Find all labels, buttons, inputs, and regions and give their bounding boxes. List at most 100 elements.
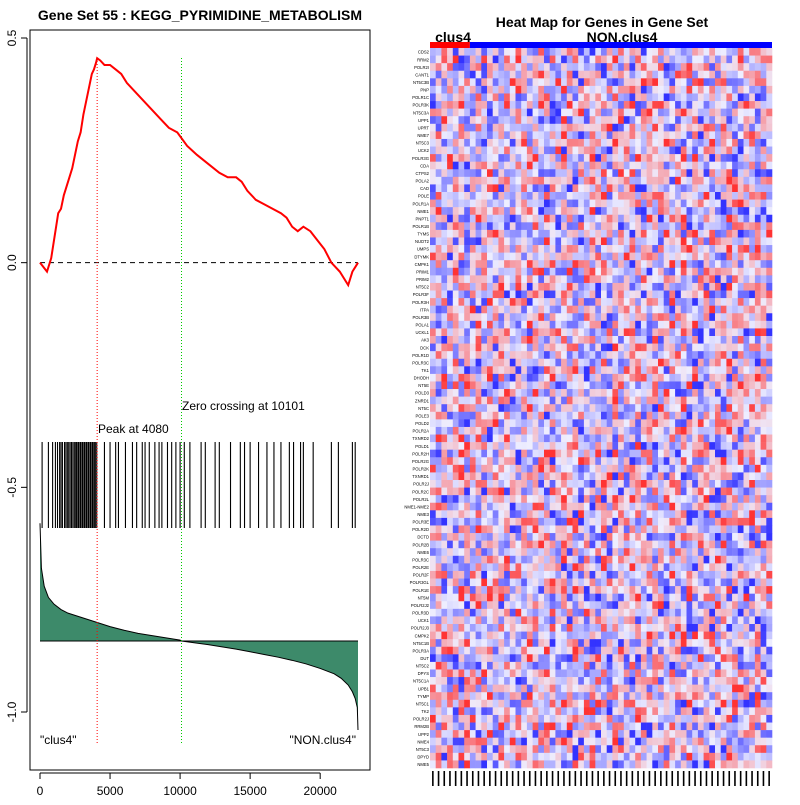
heatmap-cell xyxy=(487,556,493,564)
heatmap-cell xyxy=(510,116,516,124)
heatmap-cell xyxy=(567,93,573,101)
heatmap-cell xyxy=(441,662,447,670)
heatmap-cell xyxy=(493,260,499,268)
heatmap-cell xyxy=(635,291,641,299)
heatmap-cell xyxy=(567,374,573,382)
heatmap-cell xyxy=(687,313,693,321)
heatmap-cell xyxy=(755,124,761,132)
heatmap-cell xyxy=(704,571,710,579)
heatmap-cell xyxy=(561,306,567,314)
heatmap-cell xyxy=(618,404,624,412)
heatmap-cell xyxy=(749,215,755,223)
heatmap-cell xyxy=(709,56,715,64)
heatmap-cell xyxy=(493,147,499,155)
heatmap-cell xyxy=(692,200,698,208)
heatmap-cell xyxy=(641,275,647,283)
heatmap-cell xyxy=(470,222,476,230)
heatmap-cell xyxy=(709,101,715,109)
heatmap-cell xyxy=(544,124,550,132)
heatmap-cell xyxy=(476,253,482,261)
heatmap-cell xyxy=(761,291,767,299)
heatmap-cell xyxy=(470,374,476,382)
heatmap-cell xyxy=(675,412,681,420)
heatmap-cell xyxy=(618,624,624,632)
heatmap-cell xyxy=(601,397,607,405)
heatmap-cell xyxy=(647,624,653,632)
heatmap-cell xyxy=(704,283,710,291)
heatmap-cell xyxy=(476,222,482,230)
heatmap-cell xyxy=(481,639,487,647)
heatmap-cell xyxy=(732,563,738,571)
heatmap-cell xyxy=(624,328,630,336)
heatmap-cell xyxy=(715,222,721,230)
heatmap-cell xyxy=(555,624,561,632)
heatmap-cell xyxy=(749,147,755,155)
heatmap-cell xyxy=(664,609,670,617)
heatmap-cell xyxy=(687,412,693,420)
heatmap-cell xyxy=(766,624,772,632)
heatmap-cell xyxy=(692,63,698,71)
heatmap-cell xyxy=(584,533,590,541)
heatmap-cell xyxy=(738,556,744,564)
heatmap-cell xyxy=(687,457,693,465)
heatmap-cell xyxy=(669,351,675,359)
heatmap-cell xyxy=(578,275,584,283)
heatmap-cell xyxy=(687,215,693,223)
heatmap-cell xyxy=(527,260,533,268)
heatmap-cell xyxy=(544,48,550,56)
heatmap-cell xyxy=(641,601,647,609)
heatmap-cell xyxy=(584,93,590,101)
heatmap-cell xyxy=(527,594,533,602)
heatmap-cell xyxy=(441,563,447,571)
heatmap-cell xyxy=(516,321,522,329)
heatmap-cell xyxy=(669,518,675,526)
heatmap-cell xyxy=(464,283,470,291)
heatmap-cell xyxy=(590,518,596,526)
heatmap-cell xyxy=(630,351,636,359)
heatmap-cell xyxy=(584,412,590,420)
heatmap-cell xyxy=(675,139,681,147)
heatmap-cell xyxy=(476,518,482,526)
heatmap-cell xyxy=(464,184,470,192)
heatmap-cell xyxy=(476,450,482,458)
heatmap-cell xyxy=(447,579,453,587)
heatmap-cell xyxy=(584,503,590,511)
heatmap-cell xyxy=(715,71,721,79)
heatmap-cell xyxy=(658,586,664,594)
heatmap-cell xyxy=(738,374,744,382)
heatmap-cell xyxy=(510,291,516,299)
heatmap-cell xyxy=(590,624,596,632)
heatmap-cell xyxy=(726,639,732,647)
heatmap-cell xyxy=(447,139,453,147)
heatmap-cell xyxy=(761,480,767,488)
heatmap-cell xyxy=(555,169,561,177)
heatmap-cell xyxy=(550,147,556,155)
heatmap-cell xyxy=(521,412,527,420)
heatmap-cell xyxy=(630,457,636,465)
heatmap-cell xyxy=(669,291,675,299)
heatmap-cell xyxy=(487,169,493,177)
heatmap-cell xyxy=(709,374,715,382)
heatmap-cell xyxy=(618,381,624,389)
heatmap-cell xyxy=(709,328,715,336)
heatmap-cell xyxy=(493,571,499,579)
heatmap-cell xyxy=(675,571,681,579)
heatmap-cell xyxy=(652,328,658,336)
heatmap-cell xyxy=(470,472,476,480)
heatmap-cell xyxy=(516,131,522,139)
heatmap-cell xyxy=(744,298,750,306)
heatmap-cell xyxy=(555,359,561,367)
heatmap-cell xyxy=(521,207,527,215)
heatmap-cell xyxy=(664,268,670,276)
heatmap-cell xyxy=(516,427,522,435)
heatmap-cell xyxy=(624,389,630,397)
heatmap-cell xyxy=(766,93,772,101)
heatmap-cell xyxy=(721,93,727,101)
heatmap-cell xyxy=(441,139,447,147)
heatmap-cell xyxy=(567,594,573,602)
heatmap-cell xyxy=(744,404,750,412)
heatmap-cell xyxy=(658,275,664,283)
heatmap-cell xyxy=(630,139,636,147)
heatmap-cell xyxy=(595,162,601,170)
